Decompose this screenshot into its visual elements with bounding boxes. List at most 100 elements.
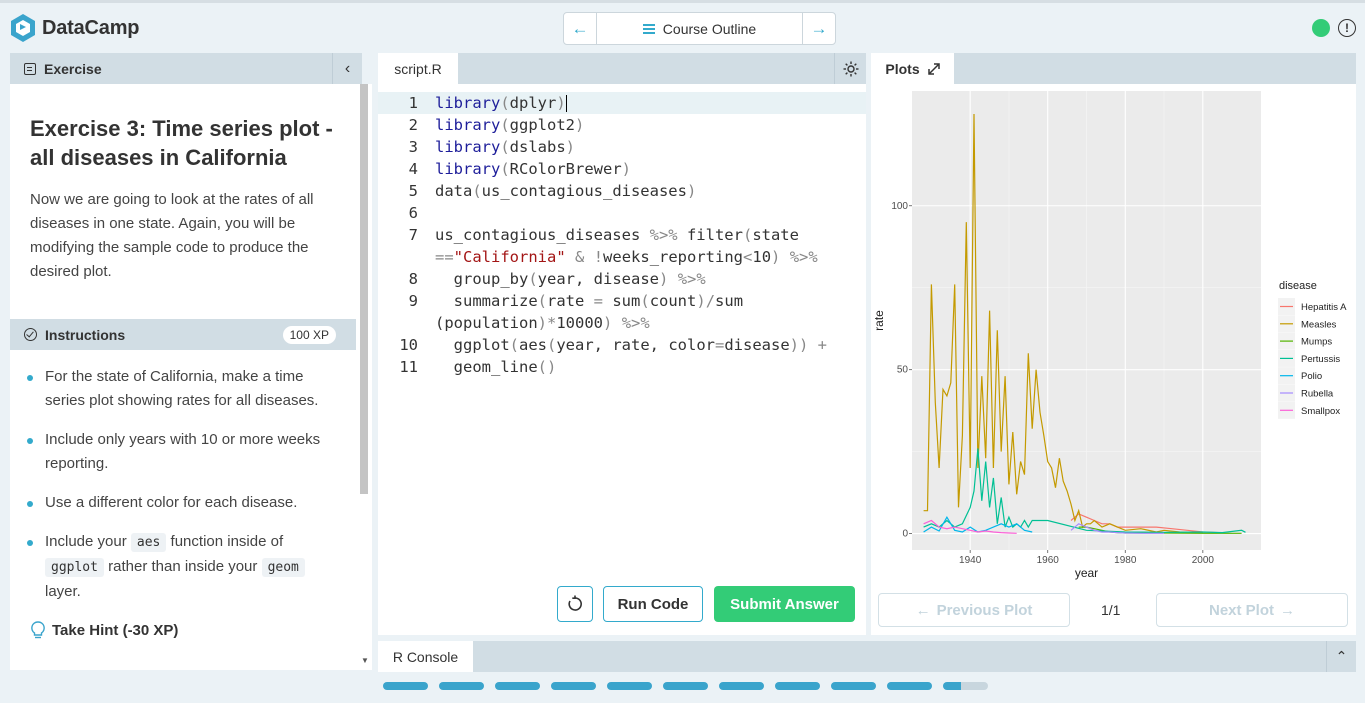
previous-plot-label: Previous Plot [936, 601, 1033, 619]
legend-entry: Measles [1301, 319, 1337, 330]
instructions-list: For the state of California, make a time… [25, 365, 340, 619]
reset-icon [568, 595, 582, 611]
xp-badge: 100 XP [282, 326, 336, 344]
plot-axes: 1940 1960 1980 2000 0 50 100 year rate [872, 201, 1214, 580]
legend-entry: Pertussis [1301, 354, 1340, 365]
check-circle-icon [24, 328, 37, 341]
series-line-smallpox [923, 519, 1017, 534]
prev-exercise-button[interactable]: ← [564, 13, 597, 44]
code-editor-panel: script.R 1 library(dplyr) 2 library(ggplot… [378, 53, 866, 635]
exercise-title: Exercise 3: Time series plot - all disea… [30, 116, 333, 170]
previous-plot-button[interactable]: ← Previous Plot [878, 593, 1070, 627]
series-line-measles [923, 113, 1203, 534]
datacamp-logo-icon [11, 14, 35, 42]
exercise-panel: Exercise Exercise 3: Time series plot - … [10, 53, 356, 670]
code-line: 9 summarize(rate = sum(count)/sum [408, 292, 744, 310]
instructions-label: Instructions [45, 326, 126, 343]
plot-lines [923, 113, 1246, 534]
alert-icon[interactable]: ! [1338, 19, 1356, 37]
arrow-left-icon: ← [571, 18, 589, 38]
progress-segment[interactable] [831, 682, 876, 690]
progress-segment[interactable] [775, 682, 820, 690]
code-line: 4 library(RColorBrewer) [408, 160, 631, 178]
exercise-description: Now we are going to look at the rates of… [30, 191, 314, 280]
x-tick-label: 2000 [1192, 555, 1215, 566]
legend-entry: Mumps [1301, 337, 1332, 348]
progress-segment[interactable] [887, 682, 932, 690]
course-outline-button[interactable]: Course Outline [597, 13, 802, 44]
hint-label: Take Hint (-30 XP) [52, 621, 179, 639]
progress-segment[interactable] [551, 682, 596, 690]
status-indicator [1312, 19, 1330, 37]
reset-code-button[interactable] [557, 586, 593, 622]
arrow-left-icon: ← [915, 601, 931, 619]
next-exercise-button[interactable]: → [802, 13, 835, 44]
progress-segment-current[interactable] [943, 682, 988, 690]
progress-segment[interactable] [439, 682, 484, 690]
exercise-scrollbar[interactable]: ▼ [356, 84, 372, 670]
progress-segment[interactable] [495, 682, 540, 690]
series-line-rubella [1070, 523, 1165, 534]
sun-icon [843, 61, 858, 76]
legend-entry: Polio [1301, 371, 1322, 382]
y-tick-label: 50 [897, 365, 909, 376]
chevron-up-icon: ⌃ [1335, 648, 1348, 664]
instr-text: function inside of [170, 533, 284, 550]
course-outline-label: Course Outline [662, 20, 757, 37]
run-code-button[interactable]: Run Code [603, 586, 703, 622]
logo-text: DataCamp [42, 16, 140, 39]
legend-entry: Smallpox [1301, 406, 1340, 417]
chevron-left-icon: ‹ [344, 59, 351, 77]
tab-plots[interactable]: Plots [871, 53, 954, 84]
editor-tabs: script.R [378, 53, 866, 84]
scrollbar-thumb[interactable] [360, 84, 368, 494]
code-area[interactable]: 1 library(dplyr) 2 library(ggplot2) 3 libra… [378, 92, 866, 378]
collapse-panel-button[interactable]: ‹ [332, 53, 362, 84]
submit-answer-button[interactable]: Submit Answer [714, 586, 855, 622]
plots-tab-label: Plots [885, 60, 920, 77]
progress-segment[interactable] [607, 682, 652, 690]
y-axis-label: rate [872, 310, 886, 331]
scroll-down-arrow-icon[interactable]: ▼ [361, 656, 369, 665]
plots-panel: Plots 1940 1960 1980 2000 0 50 100 year rate dis… [871, 53, 1356, 635]
plot-area: 1940 1960 1980 2000 0 50 100 year rate disease He… [872, 91, 1347, 580]
list-item: Include your aes function inside of ggpl… [25, 530, 340, 604]
instructions-header: Instructions 100 XP [10, 319, 356, 350]
progress-segment[interactable] [383, 682, 428, 690]
exercise-tab-label: Exercise [44, 60, 102, 77]
code-line: =="California" & !weeks_reporting<10) %>… [435, 248, 818, 266]
next-plot-label: Next Plot [1208, 601, 1274, 619]
series-line-pertussis [923, 448, 1246, 534]
series-line-hepatitis-a [1070, 513, 1219, 534]
code-ggplot: ggplot [45, 558, 104, 577]
code-line: 2 library(ggplot2) [408, 116, 585, 134]
plots-tabs: Plots [871, 53, 1356, 84]
progress-segment[interactable] [663, 682, 708, 690]
code-line: 8 group_by(year, disease) %>% [408, 270, 706, 288]
menu-icon [642, 23, 655, 34]
instr-text: layer. [45, 583, 81, 600]
tab-r-console[interactable]: R Console [378, 641, 473, 672]
code-line: 11 geom_line() [399, 358, 557, 376]
code-line: 10 ggplot(aes(year, rate, color=disease)… [399, 336, 828, 354]
document-icon [24, 62, 36, 75]
theme-toggle-button[interactable] [834, 53, 866, 84]
arrow-right-icon: → [810, 18, 828, 38]
plot-counter: 1/1 [1101, 602, 1121, 618]
legend-entry: Hepatitis A [1301, 302, 1347, 313]
course-progress [383, 682, 988, 690]
expand-icon[interactable] [927, 62, 940, 75]
progress-segment[interactable] [719, 682, 764, 690]
next-plot-button[interactable]: Next Plot → [1156, 593, 1348, 627]
list-item: Include only years with 10 or more weeks… [25, 428, 340, 476]
datacamp-logo[interactable]: DataCamp [10, 13, 140, 43]
code-line: (population)*10000) %>% [435, 314, 650, 332]
take-hint-button[interactable]: Take Hint (-30 XP) [30, 621, 178, 639]
expand-console-button[interactable]: ⌃ [1326, 641, 1356, 672]
x-tick-label: 1940 [959, 555, 982, 566]
console-bar: R Console ⌃ [378, 641, 1356, 672]
code-line: 5 data(us_contagious_diseases) [408, 182, 697, 200]
tab-script-r[interactable]: script.R [378, 53, 458, 84]
top-border [0, 0, 1365, 3]
legend-title: disease [1279, 280, 1317, 292]
